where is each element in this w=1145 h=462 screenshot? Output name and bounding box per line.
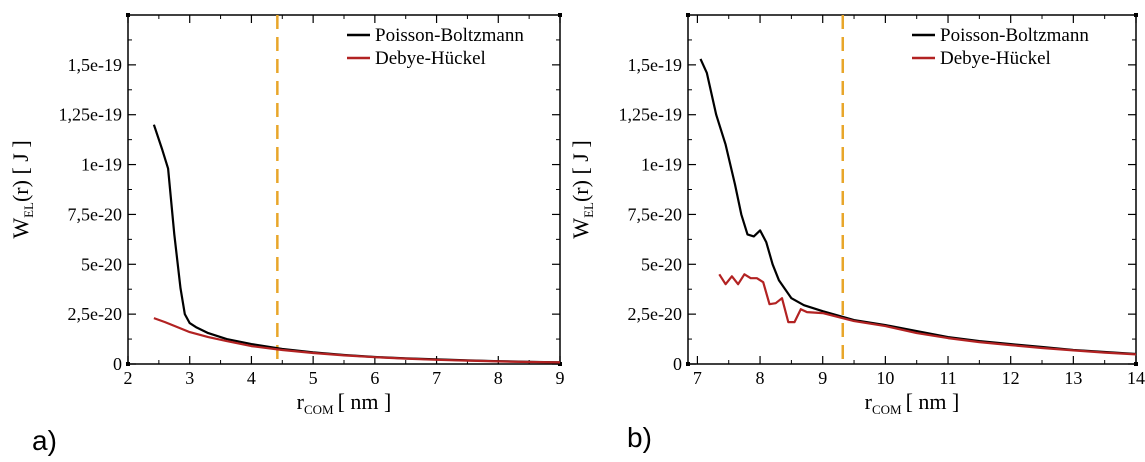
y-axis-label-main: W <box>8 218 33 239</box>
x-tick-label: 11 <box>939 368 956 388</box>
y-axis-label: WEL(r) [ J ] <box>568 140 596 238</box>
legend-entry: Debye-Hückel <box>375 48 486 69</box>
y-tick-label: 1,25e-19 <box>59 105 122 125</box>
y-axis-label-main: W <box>568 218 593 239</box>
y-tick-label: 0 <box>673 354 682 374</box>
x-axis-label: rCOM[ nm ] <box>865 389 960 417</box>
frame-corner <box>686 13 690 17</box>
y-tick-label: 2,5e-20 <box>628 304 682 324</box>
x-tick-label: 6 <box>370 368 379 388</box>
x-tick-label: 9 <box>556 368 565 388</box>
y-tick-label: 5e-20 <box>81 254 122 274</box>
panel-label: b) <box>627 422 652 453</box>
x-tick-label: 2 <box>124 368 133 388</box>
y-tick-label: 2,5e-20 <box>68 304 122 324</box>
y-axis-label-unit: (r) [ J ] <box>568 140 593 202</box>
x-tick-label: 12 <box>1002 368 1020 388</box>
series-line-debye-huckel <box>154 318 560 362</box>
chart-panel-b: 7 8 9 10 11 12 13 14 0 2,5e-20 5e-20 7,5e-20 1e-19 1,… <box>568 13 1145 453</box>
x-tick-label: 5 <box>309 368 318 388</box>
y-tick-label: 1,25e-19 <box>619 105 682 125</box>
x-tick-label: 8 <box>756 368 765 388</box>
chart-panel-a: 2 3 4 5 6 7 8 9 0 2,5e-20 5e-20 7,5e-20 1e-19 1,25e-1… <box>8 13 565 456</box>
x-axis-label-unit: [ nm ] <box>906 389 960 414</box>
legend-entry: Poisson-Boltzmann <box>375 25 524 46</box>
legend-entry: Debye-Hückel <box>940 48 1051 69</box>
y-tick-label: 1e-19 <box>81 155 122 175</box>
y-tick-label: 5e-20 <box>641 254 682 274</box>
legend-entry: Poisson-Boltzmann <box>940 25 1089 46</box>
plot-frame <box>688 15 1136 364</box>
x-tick-label: 7 <box>693 368 702 388</box>
y-axis-label-sub: EL <box>21 202 36 218</box>
x-axis-label-sub: COM <box>872 402 902 417</box>
y-tick-label: 1e-19 <box>641 155 682 175</box>
y-tick-label: 7,5e-20 <box>628 204 682 224</box>
x-tick-label: 10 <box>876 368 894 388</box>
y-axis-label-sub: EL <box>581 202 596 218</box>
x-tick-label: 9 <box>818 368 827 388</box>
series-line-debye-huckel <box>719 274 1136 354</box>
y-axis-label: WEL(r) [ J ] <box>8 140 36 238</box>
x-axis-label: rCOM[ nm ] <box>297 389 392 417</box>
x-axis-label-unit: [ nm ] <box>338 389 392 414</box>
x-tick-label: 7 <box>432 368 441 388</box>
x-tick-label: 3 <box>185 368 194 388</box>
x-tick-label: 8 <box>494 368 503 388</box>
series-line-poisson-boltzmann <box>701 59 1137 354</box>
y-tick-label: 7,5e-20 <box>68 204 122 224</box>
y-tick-label: 1,5e-19 <box>68 55 122 75</box>
series-line-poisson-boltzmann <box>154 125 560 363</box>
y-tick-label: 1,5e-19 <box>628 55 682 75</box>
plot-frame <box>128 15 560 364</box>
x-tick-label: 14 <box>1127 368 1145 388</box>
x-axis-label-sub: COM <box>304 402 334 417</box>
x-tick-label: 13 <box>1064 368 1082 388</box>
panel-label: a) <box>32 425 57 456</box>
x-tick-label: 4 <box>247 368 256 388</box>
y-tick-label: 0 <box>113 354 122 374</box>
y-axis-label-unit: (r) [ J ] <box>8 140 33 202</box>
